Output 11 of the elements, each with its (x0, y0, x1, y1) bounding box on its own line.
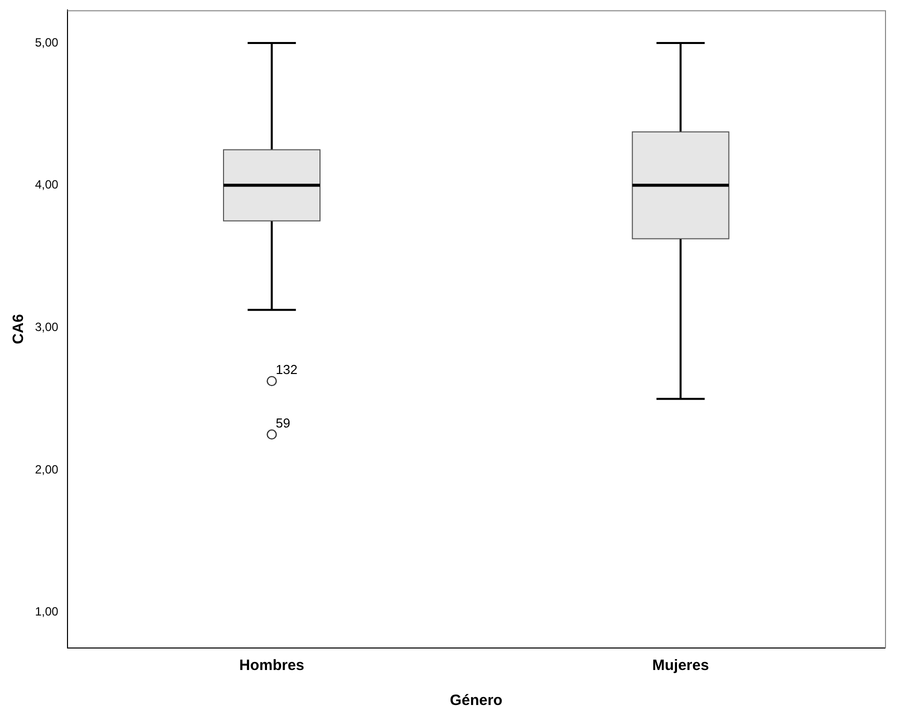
y-tick-label: 3,00 (34, 320, 59, 334)
y-tick-label: 5,00 (34, 35, 59, 50)
y-tick-label: 1,00 (34, 604, 59, 619)
annotation: 132 (276, 362, 298, 378)
y-tick-label: 2,00 (34, 462, 59, 476)
x-tick-label: Mujeres (652, 657, 709, 674)
y-axis-title: CA6 (10, 314, 28, 344)
x-axis-title: Género (450, 692, 502, 710)
y-tick-label: 4,00 (34, 178, 59, 192)
x-tick-label: Hombres (239, 657, 304, 674)
annotation: 59 (276, 416, 290, 431)
